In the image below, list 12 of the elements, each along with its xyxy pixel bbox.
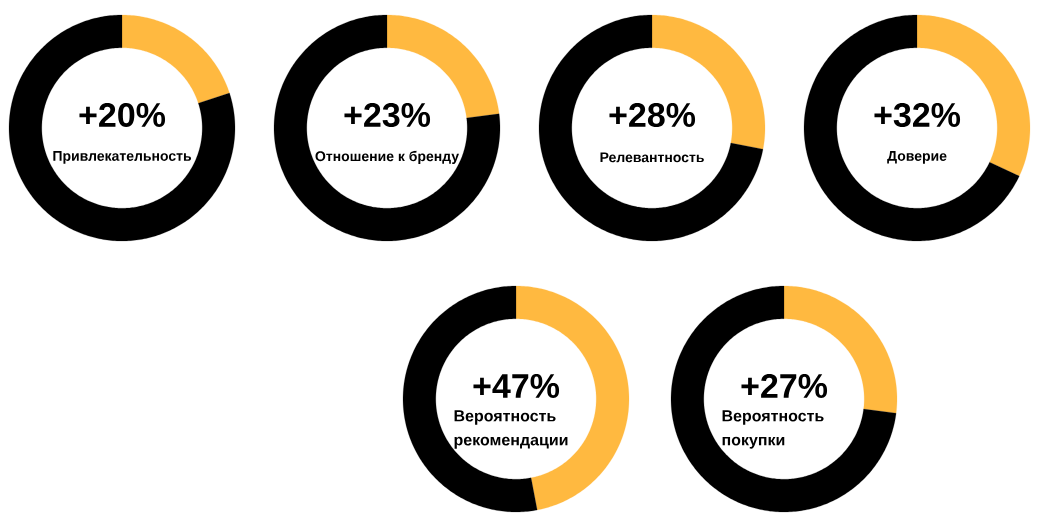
data-label: +32%: [874, 102, 961, 128]
text: Вероятность рекомендации: [454, 410, 568, 449]
text: Отношение к бренду: [315, 150, 459, 164]
data-label: +27%: [741, 374, 828, 399]
data-label: +47%: [473, 374, 560, 398]
data-label: +23%: [344, 102, 431, 128]
text: Релевантность: [600, 152, 704, 163]
text: Доверие: [887, 151, 947, 164]
text: Вероятность покупки: [722, 410, 824, 449]
data-label: +28%: [609, 102, 696, 128]
text: Привлекательность: [53, 151, 192, 164]
data-label: +20%: [79, 102, 166, 128]
